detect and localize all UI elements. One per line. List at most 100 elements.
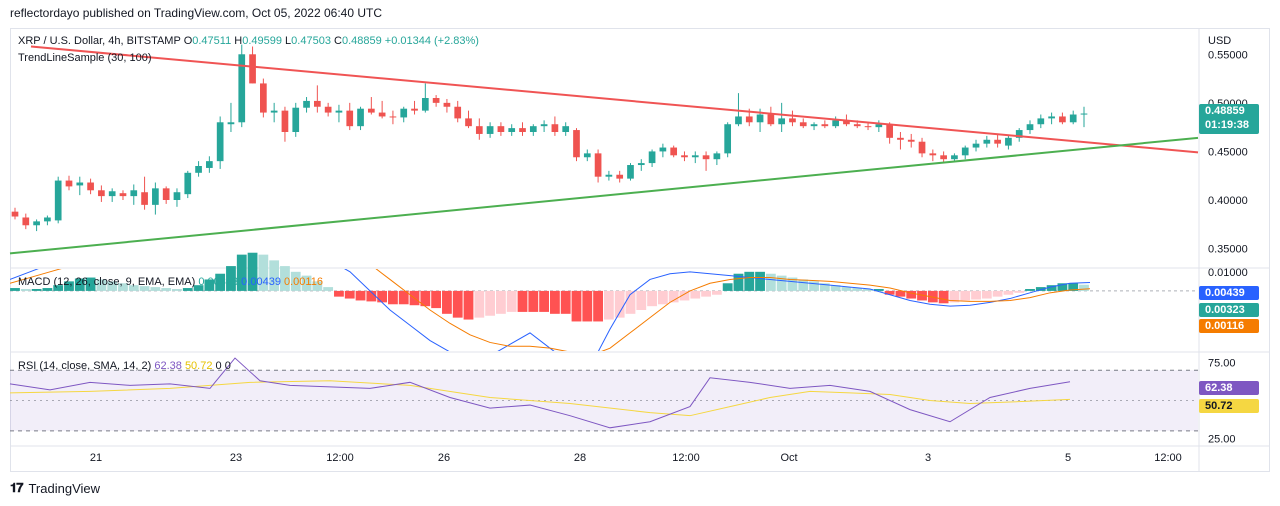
macd-hist-bar	[679, 290, 690, 301]
macd-hist-bar	[247, 252, 258, 291]
candle-body	[519, 128, 526, 132]
macd-hist-bar	[603, 290, 614, 320]
time-tick-label: 12:00	[1154, 452, 1182, 464]
macd-hist-bar	[463, 290, 474, 320]
macd-hist-bar	[1068, 283, 1079, 291]
candle-body	[832, 120, 839, 127]
macd-hist-bar	[550, 290, 560, 314]
rsi-sma-line	[9, 380, 1071, 417]
macd-line-tag: 0.00439	[1199, 286, 1259, 300]
macd-line-value: 0.00439	[241, 276, 281, 288]
main-legend: XRP / U.S. Dollar, 4h, BITSTAMP O0.47511…	[18, 35, 479, 47]
macd-hist-bar	[474, 290, 485, 318]
symbol-label: XRP / U.S. Dollar, 4h, BITSTAMP	[18, 35, 181, 47]
macd-hist-bar	[118, 283, 128, 291]
candle-body	[616, 174, 624, 179]
macd-hist-bar	[344, 290, 355, 299]
tradingview-logo-icon: 𝟏𝟕	[10, 480, 24, 495]
macd-hist-bar	[1079, 284, 1089, 291]
time-tick-label: 5	[1065, 452, 1071, 464]
macd-hist-bar	[10, 288, 20, 291]
candle-body	[983, 139, 991, 144]
candle-body	[1080, 113, 1088, 115]
candle-body	[745, 116, 753, 123]
candle-body	[713, 153, 721, 160]
time-tick-label: 26	[438, 452, 450, 464]
rsi-extra-2: 0	[224, 360, 231, 372]
macd-hist-bar	[657, 290, 668, 305]
candle-body	[303, 100, 310, 108]
candle-body	[853, 124, 861, 127]
candle-body	[367, 108, 375, 113]
trendline-indicator-label: TrendLineSample (30, 100)	[18, 52, 152, 64]
candle-body	[357, 108, 364, 127]
macd-hist-bar	[1014, 290, 1025, 293]
candle-body	[313, 100, 321, 107]
time-tick-label: 12:00	[326, 452, 354, 464]
candle-body	[594, 153, 602, 177]
change-value: +0.01344 (+2.83%)	[384, 35, 479, 47]
macd-hist-bar	[830, 285, 841, 291]
macd-hist-bar	[236, 254, 247, 291]
candle-body	[659, 147, 667, 152]
macd-hist-bar	[701, 290, 711, 297]
candle-body	[497, 126, 505, 132]
candle-body	[540, 124, 548, 127]
macd-hist-bar	[398, 290, 409, 305]
candle-body	[130, 190, 138, 197]
rsi-sma-value: 50.72	[184, 360, 213, 372]
candle-body	[195, 166, 202, 173]
macd-signal-value: 0.00116	[284, 276, 323, 288]
candle-body	[843, 120, 850, 125]
macd-hist-bar	[312, 281, 323, 291]
macd-hist-bar	[290, 271, 301, 291]
macd-hist-bar	[938, 290, 949, 304]
candle-body	[648, 151, 656, 164]
publish-credit: reflectordayo published on TradingView.c…	[10, 6, 382, 20]
macd-hist-bar	[981, 290, 992, 299]
macd-hist-bar	[182, 288, 193, 291]
candle-body	[940, 155, 947, 160]
rsi-tag: 62.38	[1199, 381, 1259, 395]
macd-hist-bar	[917, 290, 927, 301]
macd-legend[interactable]: MACD (12, 26, close, 9, EMA, EMA) 0.0032…	[18, 276, 323, 288]
ascending-trendline	[9, 136, 1199, 255]
macd-hist-bar	[420, 290, 431, 307]
macd-hist-bar	[442, 290, 452, 314]
time-tick-label: 21	[90, 452, 102, 464]
macd-hist-bar	[906, 290, 917, 299]
candle-body	[249, 54, 256, 84]
candle-body	[951, 155, 958, 160]
low-label: L	[285, 35, 292, 47]
candle-body	[475, 126, 483, 134]
tradingview-logo[interactable]: 𝟏𝟕 TradingView	[10, 480, 100, 496]
candle-body	[918, 141, 926, 154]
macd-hist-bar	[485, 290, 496, 316]
macd-lines	[10, 269, 1091, 351]
time-tick-label: 3	[925, 452, 931, 464]
macd-hist-bar	[1046, 285, 1057, 291]
candle-body	[173, 192, 181, 200]
macd-hist-bar	[895, 290, 906, 297]
candle-body	[627, 165, 634, 179]
macd-hist-bar	[819, 283, 830, 291]
candle-body	[33, 221, 40, 226]
chart-frame[interactable]	[10, 28, 1270, 472]
macd-hist-bar	[722, 283, 733, 291]
macd-hist-bar	[496, 290, 506, 314]
candle-body	[119, 193, 127, 197]
macd-hist-bar	[269, 260, 280, 291]
price-tick-label: 0.40000	[1208, 195, 1248, 207]
candle-body	[1048, 116, 1055, 119]
macd-hist-bar	[31, 289, 42, 291]
indicator-legend[interactable]: TrendLineSample (30, 100)	[18, 52, 152, 64]
macd-hist-bar	[690, 290, 701, 299]
macd-pane	[10, 252, 1198, 351]
rsi-legend[interactable]: RSI (14, close, SMA, 14, 2) 62.38 50.72 …	[18, 360, 231, 372]
macd-hist-bar	[787, 277, 798, 291]
candle-body	[583, 153, 591, 158]
descending-trendline	[30, 45, 1199, 154]
macd-hist-bar	[960, 290, 971, 301]
bar-countdown: 01:19:38	[1205, 119, 1250, 131]
